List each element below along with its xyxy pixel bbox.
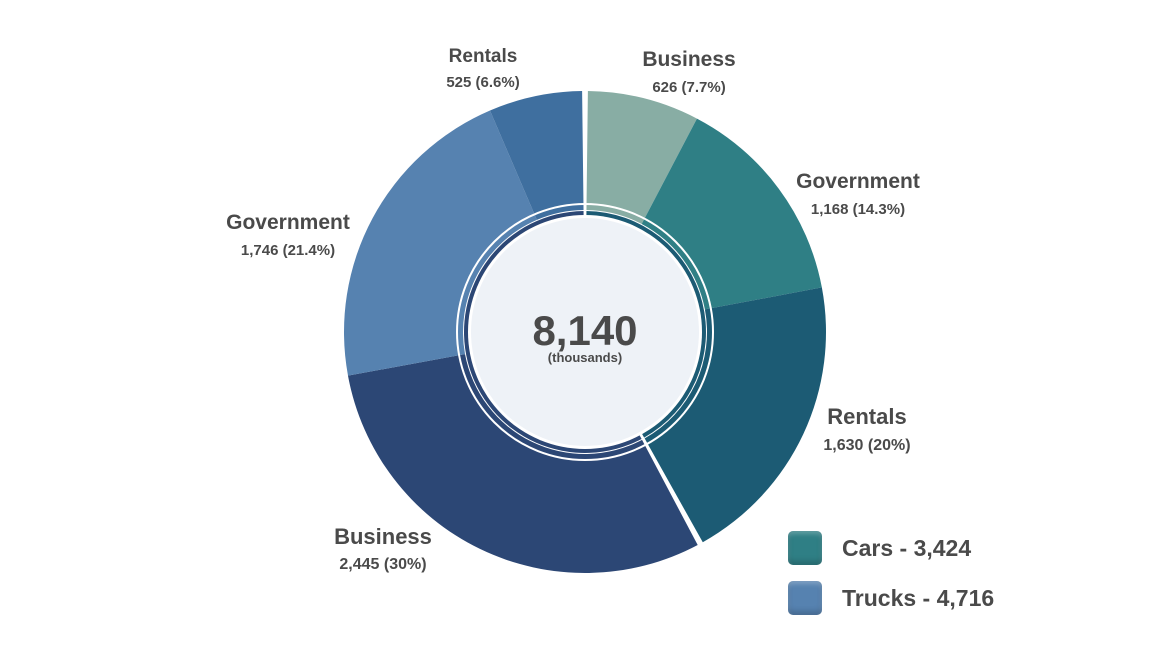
slice-label-trucks-government: Government xyxy=(226,211,350,234)
slice-value-cars-government: 1,168 (14.3%) xyxy=(811,201,905,218)
slice-cars-business xyxy=(586,91,697,224)
center-disk xyxy=(471,218,699,446)
slice-value-cars-rentals: 1,630 (20%) xyxy=(823,437,910,454)
slice-cars-rentals xyxy=(644,287,826,543)
total-value: 8,140 xyxy=(532,307,637,354)
legend-label-trucks: Trucks - 4,716 xyxy=(842,584,995,611)
slice-labels: Business 626 (7.7%) Government 1,168 (14.3%… xyxy=(226,46,920,573)
legend-label-cars: Cars - 3,424 xyxy=(842,534,972,561)
slice-trucks-business xyxy=(347,354,698,573)
slice-value-trucks-business: 2,445 (30%) xyxy=(339,556,426,573)
legend: Cars - 3,424 Trucks - 4,716 xyxy=(788,530,994,630)
legend-item-cars: Cars - 3,424 xyxy=(788,530,994,566)
slice-value-trucks-government: 1,746 (21.4%) xyxy=(241,242,335,259)
slice-value-trucks-rentals: 525 (6.6%) xyxy=(446,74,519,91)
legend-item-trucks: Trucks - 4,716 xyxy=(788,580,994,616)
inner-ring xyxy=(456,203,714,461)
slice-trucks-rentals xyxy=(489,91,584,220)
inner-outline xyxy=(456,203,714,461)
slice-label-trucks-rentals: Rentals xyxy=(449,46,518,67)
slice-trucks-government xyxy=(343,110,537,376)
donut-slices xyxy=(343,91,826,573)
legend-swatch-cars xyxy=(788,531,822,565)
slice-label-trucks-business: Business xyxy=(334,524,432,549)
slice-label-cars-government: Government xyxy=(796,170,920,193)
slice-label-cars-business: Business xyxy=(642,48,735,71)
legend-swatch-trucks xyxy=(788,581,822,615)
slice-label-cars-rentals: Rentals xyxy=(827,404,906,429)
total-unit: (thousands) xyxy=(548,350,622,365)
slice-value-cars-business: 626 (7.7%) xyxy=(652,79,725,96)
slice-cars-government xyxy=(641,118,822,310)
